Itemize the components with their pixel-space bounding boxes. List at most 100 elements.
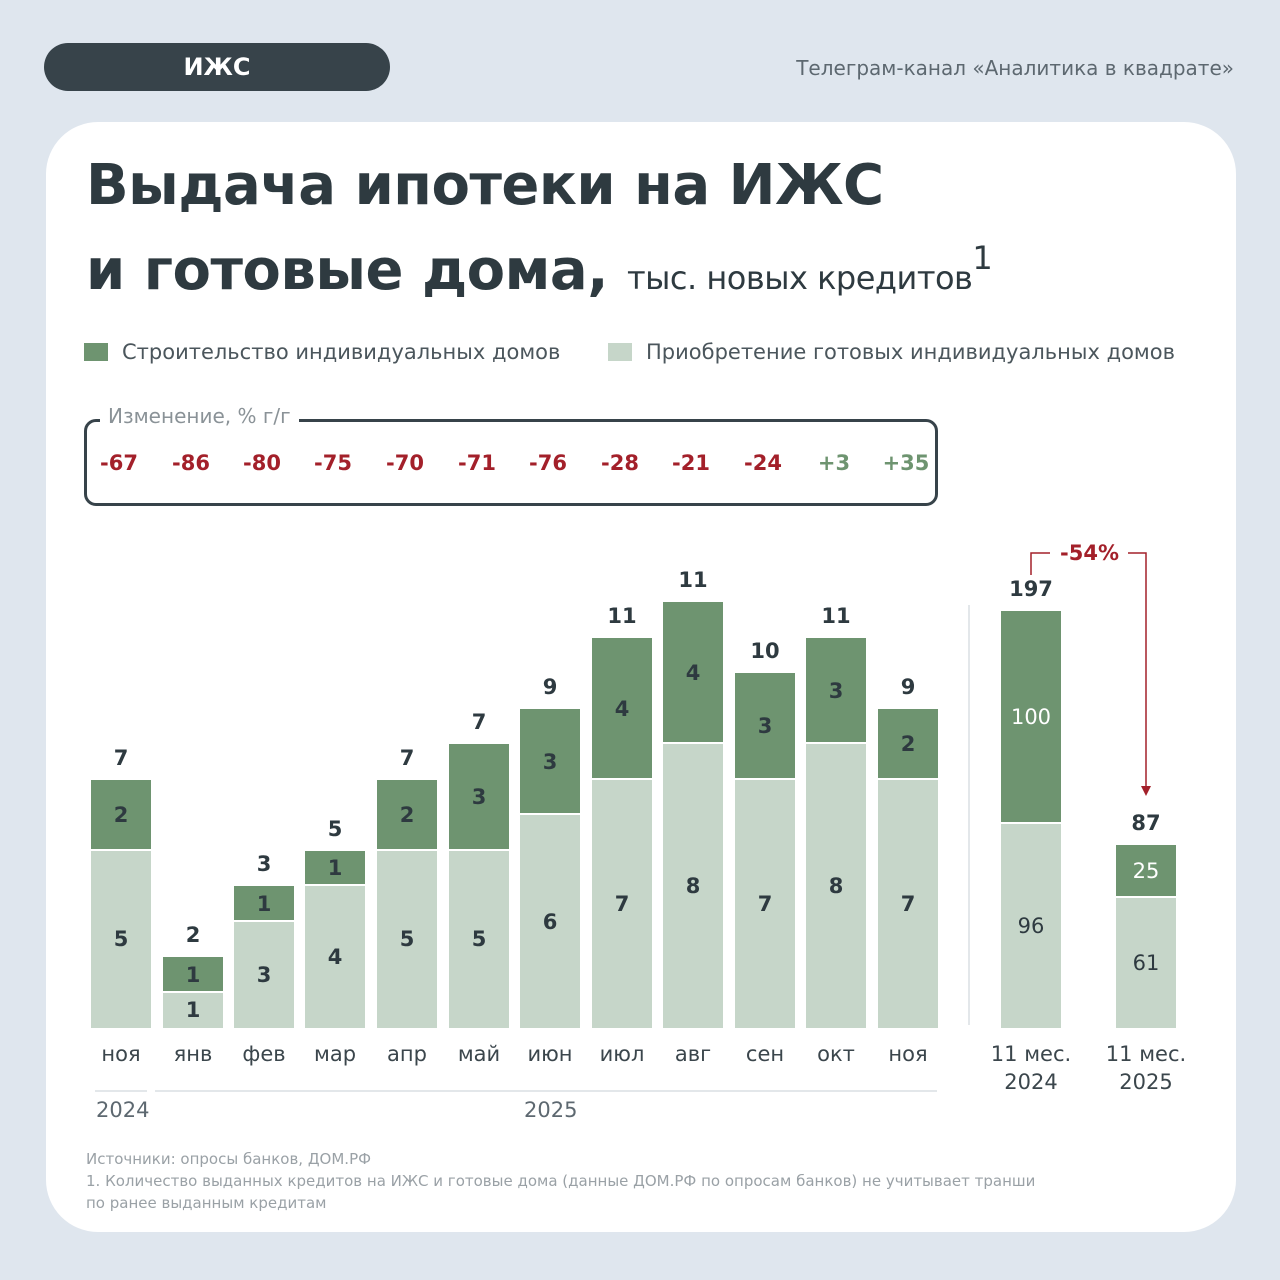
month-label: ноя (888, 1042, 928, 1066)
total-label: 11 (821, 603, 851, 628)
month-label: июн (527, 1042, 573, 1066)
title-unit: тыс. новых кредитов (626, 258, 973, 297)
segment-label: 96 (1017, 913, 1045, 938)
segment-label: 25 (1132, 859, 1160, 884)
summary-label-line: 2025 (1119, 1070, 1173, 1094)
bar-construction: 2 (91, 779, 151, 851)
bar-purchase: 5 (449, 850, 509, 1028)
year-2025: 2025 (524, 1098, 578, 1122)
bar-purchase: 4 (305, 886, 365, 1028)
summary-total: 197 (1009, 576, 1053, 601)
total-label: 3 (256, 852, 272, 876)
month-label: мар (313, 1042, 357, 1066)
legend-label: Приобретение готовых индивидуальных домо… (646, 340, 1175, 364)
month-label: янв (173, 1042, 213, 1066)
bar-construction: 1 (305, 850, 365, 886)
month-label: апр (387, 1042, 427, 1066)
bar-purchase: 8 (663, 744, 723, 1028)
total-label: 7 (471, 710, 487, 734)
segment-label: 5 (471, 927, 487, 952)
total-label: 9 (900, 674, 916, 699)
change-value: -86 (172, 451, 210, 475)
month-label: авг (674, 1042, 712, 1066)
total-label: 10 (750, 639, 780, 663)
change-value: -21 (672, 451, 710, 475)
legend-swatch (84, 343, 108, 361)
bar-purchase: 7 (878, 779, 938, 1028)
summary-change: -54% (1060, 541, 1119, 565)
month-label: сен (745, 1042, 785, 1066)
segment-label: 5 (113, 927, 129, 952)
month-label: июл (599, 1042, 645, 1066)
footnote-1-cont: по ранее выданным кредитам (86, 1194, 327, 1212)
total-label: 11 (678, 568, 708, 592)
chart-title: Выдача ипотеки на ИЖС и готовые дома, ты… (86, 150, 993, 314)
segment-label: 4 (327, 945, 343, 969)
change-label: Изменение, % г/г (100, 404, 299, 428)
change-value: -28 (601, 451, 639, 475)
footnote-mark: 1 (972, 239, 993, 277)
segment-label: 61 (1132, 951, 1160, 976)
segment-label: 1 (327, 856, 343, 881)
summary-label: 11 мес. 2024 (991, 1040, 1071, 1096)
bar-construction: 4 (663, 602, 723, 744)
total-label: 9 (542, 674, 558, 699)
segment-label: 1 (256, 891, 272, 916)
legend-construction: Строительство индивидуальных домов (84, 340, 560, 364)
bar-purchase: 7 (735, 779, 795, 1028)
summary-label-line: 11 мес. (1105, 1042, 1187, 1066)
bar-construction: 1 (163, 957, 223, 993)
summary-label-line: 11 мес. (990, 1042, 1072, 1066)
bar-purchase: 6 (520, 815, 580, 1028)
total-label: 7 (113, 745, 129, 770)
bar-purchase: 5 (377, 850, 437, 1028)
bar-construction: 3 (806, 637, 866, 744)
bar-construction: 25 (1116, 844, 1176, 899)
bar-construction: 1 (234, 886, 294, 922)
change-value: -67 (100, 451, 138, 475)
legend-swatch (608, 343, 632, 361)
bar-construction: 100 (1001, 610, 1061, 824)
sources: Источники: опросы банков, ДОМ.РФ (86, 1150, 372, 1168)
segment-label: 7 (757, 891, 773, 916)
segment-label: 2 (900, 732, 916, 756)
total-label: 7 (399, 745, 415, 770)
bar-purchase: 96 (1001, 823, 1061, 1028)
bar-purchase: 8 (806, 744, 866, 1028)
segment-label: 4 (614, 696, 630, 721)
month-label: фев (242, 1042, 286, 1066)
change-value: -80 (243, 451, 281, 475)
change-value: -76 (529, 451, 567, 475)
bar-purchase: 3 (234, 921, 294, 1028)
total-label: 2 (185, 923, 201, 947)
channel-credit: Телеграм-канал «Аналитика в квадрате» (796, 56, 1234, 80)
segment-label: 2 (113, 803, 129, 827)
change-box (84, 419, 938, 506)
category-tag: ИЖС (44, 43, 390, 91)
segment-label: 2 (399, 803, 415, 827)
year-2024: 2024 (96, 1098, 150, 1122)
segment-label: 3 (828, 678, 844, 703)
segment-label: 6 (542, 909, 558, 934)
segment-label: 3 (542, 749, 558, 774)
segment-label: 7 (900, 891, 916, 916)
segment-label: 8 (685, 874, 701, 898)
bar-construction: 4 (592, 637, 652, 780)
segment-label: 7 (614, 891, 630, 916)
summary-label: 11 мес. 2025 (1106, 1040, 1186, 1096)
title-line2: и готовые дома, (86, 237, 608, 303)
segment-label: 3 (256, 962, 272, 987)
segment-label: 1 (185, 998, 201, 1023)
month-label: ноя (101, 1042, 141, 1066)
year-line-2024 (95, 1090, 147, 1092)
bar-purchase: 5 (91, 850, 151, 1028)
month-label: окт (817, 1042, 855, 1066)
segment-label: 1 (185, 962, 201, 987)
total-label: 5 (327, 816, 343, 841)
bar-construction: 3 (520, 708, 580, 815)
year-line-2025 (155, 1090, 937, 1092)
bar-purchase: 7 (592, 779, 652, 1028)
bar-purchase: 1 (163, 992, 223, 1028)
segment-label: 3 (471, 785, 487, 810)
change-value: -71 (458, 451, 496, 475)
